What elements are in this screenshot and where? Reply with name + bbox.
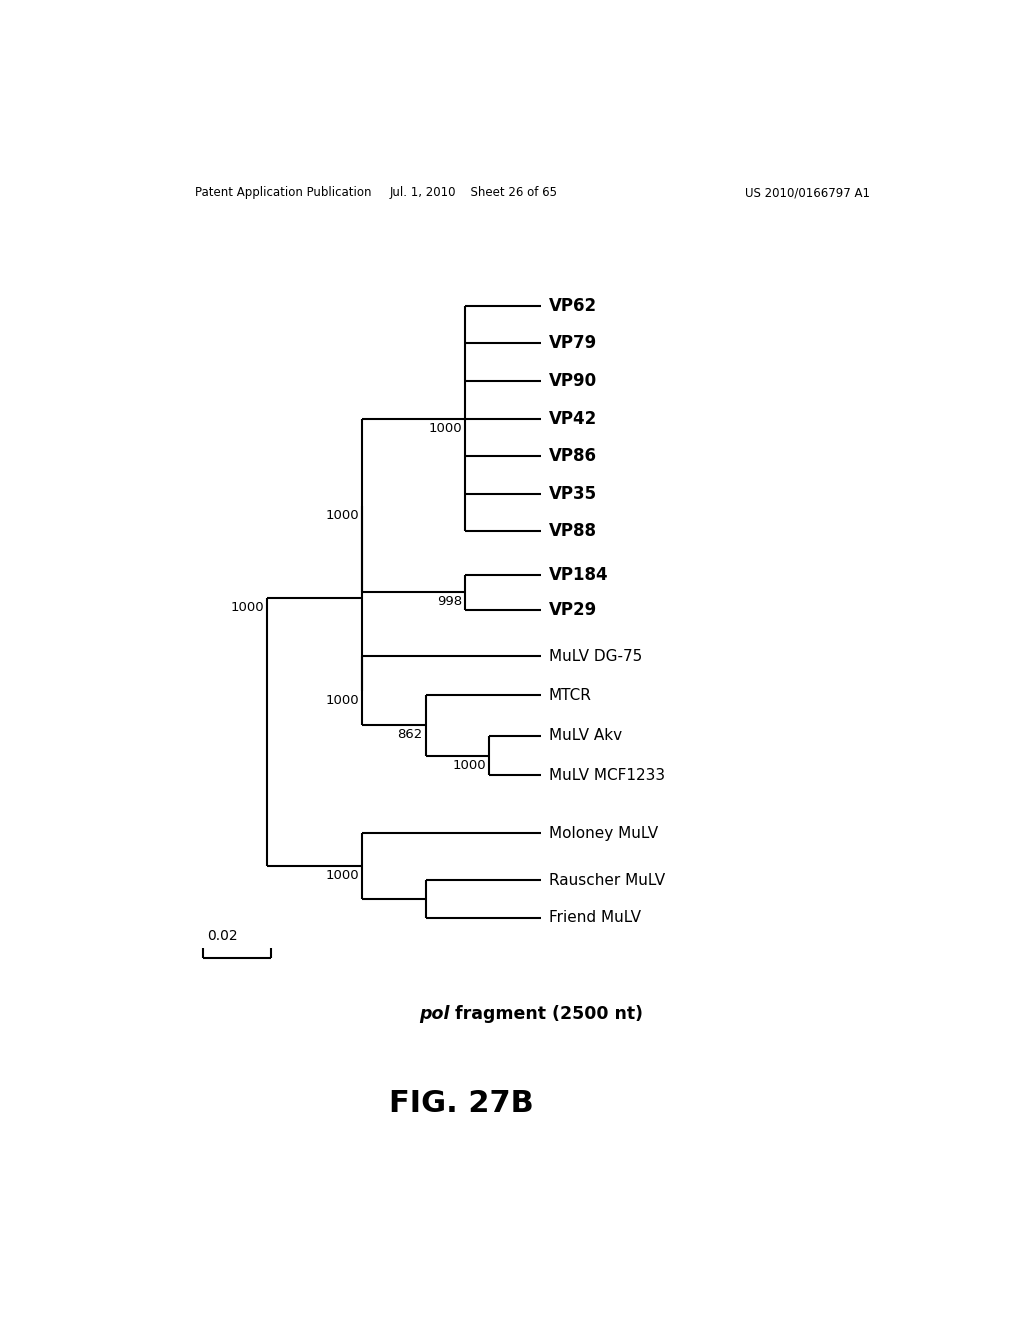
Text: 1000: 1000 (453, 759, 486, 772)
Text: fragment (2500 nt): fragment (2500 nt) (450, 1006, 643, 1023)
Text: VP29: VP29 (549, 601, 597, 619)
Text: Moloney MuLV: Moloney MuLV (549, 826, 657, 841)
Text: VP35: VP35 (549, 484, 597, 503)
Text: VP86: VP86 (549, 447, 597, 465)
Text: 998: 998 (437, 595, 462, 609)
Text: MuLV Akv: MuLV Akv (549, 729, 622, 743)
Text: 1000: 1000 (326, 694, 359, 708)
Text: Patent Application Publication: Patent Application Publication (196, 186, 372, 199)
Text: 1000: 1000 (428, 421, 462, 434)
Text: pol: pol (419, 1006, 450, 1023)
Text: VP42: VP42 (549, 409, 597, 428)
Text: Friend MuLV: Friend MuLV (549, 911, 641, 925)
Text: 1000: 1000 (326, 869, 359, 882)
Text: Jul. 1, 2010    Sheet 26 of 65: Jul. 1, 2010 Sheet 26 of 65 (389, 186, 557, 199)
Text: VP88: VP88 (549, 523, 597, 540)
Text: 1000: 1000 (230, 601, 264, 614)
Text: 1000: 1000 (326, 508, 359, 521)
Text: 0.02: 0.02 (207, 929, 238, 942)
Text: US 2010/0166797 A1: US 2010/0166797 A1 (745, 186, 870, 199)
Text: VP79: VP79 (549, 334, 597, 352)
Text: VP90: VP90 (549, 372, 597, 389)
Text: VP184: VP184 (549, 566, 608, 585)
Text: MTCR: MTCR (549, 688, 592, 702)
Text: MuLV MCF1233: MuLV MCF1233 (549, 768, 665, 783)
Text: 862: 862 (397, 729, 423, 742)
Text: MuLV DG-75: MuLV DG-75 (549, 649, 642, 664)
Text: VP62: VP62 (549, 297, 597, 314)
Text: FIG. 27B: FIG. 27B (389, 1089, 534, 1118)
Text: Rauscher MuLV: Rauscher MuLV (549, 873, 665, 887)
